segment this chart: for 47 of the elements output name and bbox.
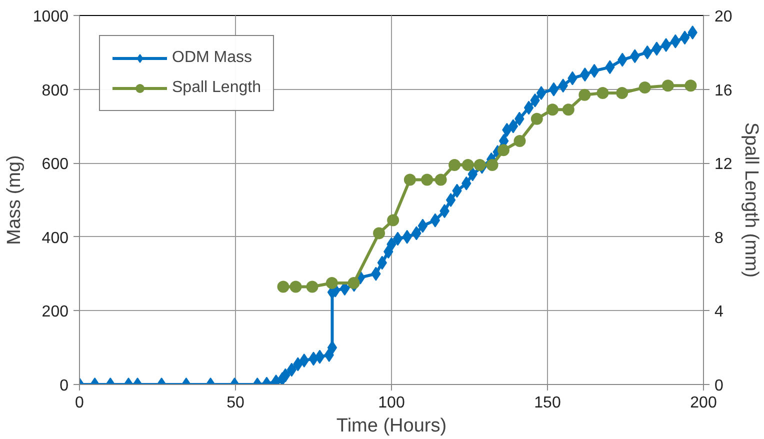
y-axis-title: Mass (mg) [4,155,25,245]
x-tick-label: 150 [534,394,561,412]
legend-label: ODM Mass [172,49,252,67]
point [546,104,558,116]
y2-tick-label: 20 [714,8,732,26]
point [326,277,338,290]
point [290,280,302,293]
point [530,112,543,125]
point [404,174,416,186]
x-tick-label: 100 [378,394,405,412]
y2-tick-label: 8 [714,230,724,247]
point [421,174,434,186]
point [638,81,651,94]
point [434,174,447,186]
point [578,88,591,101]
x-tick-label: 0 [75,394,84,412]
y-tick-label: 400 [42,230,69,247]
y-tick-label: 800 [42,82,69,100]
y-tick-label: 0 [60,378,69,394]
point [462,158,474,171]
point [387,214,400,226]
legend-label: Spall Length [172,79,261,97]
y2-tick-label: 12 [714,156,732,174]
point [662,80,674,92]
point [474,158,486,171]
point [684,80,697,92]
y2-tick-label: 4 [714,304,724,321]
y2-axis-title: Spall Length (mm) [740,122,762,278]
y2-tick-label: 0 [714,378,724,394]
point [486,158,498,171]
point [306,280,318,293]
point [373,227,386,240]
y-tick-label: 200 [42,304,69,321]
y-tick-label: 600 [42,156,69,174]
y2-tick-label: 16 [714,82,732,100]
x-tick-label: 200 [690,394,717,412]
y-tick-label: 1000 [32,8,69,26]
point [514,134,526,147]
x-axis-title: Time (Hours) [336,416,447,436]
x-tick-label: 50 [226,394,244,412]
point [562,104,574,116]
point [616,87,628,99]
point [277,280,290,293]
point [448,158,461,171]
point [498,144,510,156]
point [348,277,360,290]
point [596,87,609,99]
